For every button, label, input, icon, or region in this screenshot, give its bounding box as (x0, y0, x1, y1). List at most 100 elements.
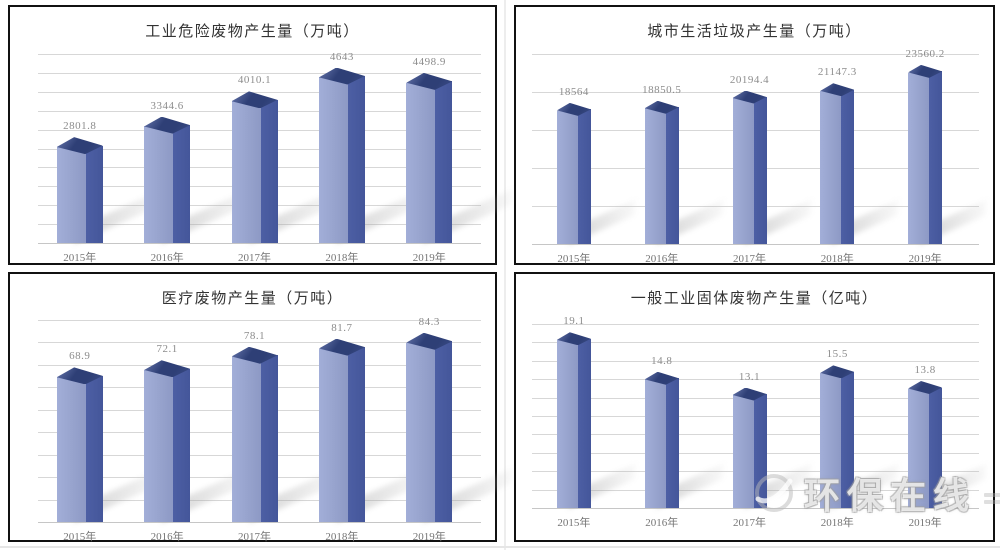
value-label: 14.8 (651, 354, 673, 367)
gridline (38, 342, 481, 344)
x-axis-line (38, 522, 481, 523)
value-label: 4010.1 (237, 74, 272, 87)
value-label: 4498.9 (412, 55, 446, 68)
bar-front-face (732, 98, 754, 244)
bar-front-face (556, 110, 578, 244)
bar-front-face (908, 388, 930, 508)
chart-panel-industrial-hazardous-waste: 工业危险废物产生量（万吨） 2801.8 2015年 3344.6 2016年 4010… (8, 5, 513, 265)
gridline (532, 92, 979, 93)
bar-side-face (435, 341, 453, 522)
chart-panel-municipal-solid-waste: 城市生活垃圾产生量（万吨） 18564 2015年 18850.5 2016年 2019… (514, 5, 995, 265)
bar-side-face (173, 368, 191, 522)
chart-title: 一般工业固体废物产生量（亿吨） (630, 291, 879, 307)
x-axis-line (38, 243, 481, 244)
bar-side-face (665, 107, 679, 244)
bar-side-face (929, 387, 943, 508)
category-label: 2016年 (150, 531, 184, 543)
plot-area: 19.1 2015年 14.8 2016年 13.1 2017年 15.5 2018年 13.8… (516, 274, 993, 540)
category-label: 2015年 (63, 252, 97, 264)
bar-front-face (732, 395, 754, 508)
bar-side-face (841, 89, 855, 244)
bar-side-face (577, 338, 591, 508)
category-label: 2018年 (820, 253, 854, 265)
gridline (532, 324, 979, 325)
value-label: 18564 (558, 85, 589, 98)
bar-side-face (577, 109, 591, 244)
value-label: 23560.2 (905, 47, 945, 60)
category-label: 2017年 (238, 252, 271, 264)
bar-side-face (753, 97, 767, 244)
category-label: 2019年 (412, 252, 446, 264)
category-label: 2018年 (820, 517, 854, 529)
value-label: 19.1 (563, 315, 585, 328)
category-label: 2015年 (557, 253, 591, 265)
x-axis-line (532, 508, 979, 509)
bar-front-face (820, 90, 842, 244)
category-label: 2018年 (325, 252, 359, 264)
chart-title: 医疗废物产生量（万吨） (161, 291, 344, 307)
plot-area: 68.9 2015年 72.1 2016年 78.1 2017年 81.7 2018年 84.3… (10, 274, 513, 543)
bar-front-face (56, 377, 86, 522)
gridline (532, 342, 979, 344)
category-label: 2017年 (733, 253, 766, 265)
value-label: 2801.8 (63, 120, 97, 133)
x-axis-line (532, 244, 979, 245)
bar-side-face (841, 371, 855, 508)
bar-front-face (318, 77, 348, 243)
value-label: 20194.4 (729, 73, 770, 86)
bar-side-face (665, 378, 679, 508)
value-label: 18850.5 (642, 83, 682, 96)
bar-front-face (144, 126, 174, 243)
bar-front-face (56, 147, 86, 243)
bar-front-face (144, 370, 174, 522)
plot-area: 2801.8 2015年 3344.6 2016年 4010.1 2017年 4643 201… (10, 7, 513, 264)
bar-side-face (347, 347, 365, 522)
bar-side-face (260, 355, 278, 522)
value-label: 84.3 (418, 315, 440, 328)
chart-title: 工业危险废物产生量（万吨） (145, 24, 360, 40)
bar-side-face (173, 125, 191, 243)
plot-area: 18564 2015年 18850.5 2016年 20194.4 2017年 21147.… (516, 7, 993, 265)
category-label: 2018年 (325, 531, 359, 543)
bar-side-face (347, 76, 365, 243)
gridline (38, 72, 481, 74)
gridline (38, 91, 481, 93)
bar-side-face (85, 375, 103, 522)
bar-front-face (231, 101, 261, 243)
value-label: 4643 (329, 50, 354, 63)
category-label: 2019年 (412, 531, 446, 543)
gridline (532, 379, 979, 381)
value-label: 15.5 (826, 348, 848, 361)
category-label: 2016年 (645, 517, 679, 529)
bar-side-face (435, 81, 453, 243)
bar-front-face (820, 372, 842, 508)
gridline (38, 320, 481, 321)
chart-panel-general-industrial-solid-waste: 一般工业固体废物产生量（亿吨） 19.1 2015年 14.8 2016年 13.1 20… (514, 272, 995, 542)
chart-title: 城市生活垃圾产生量（万吨） (647, 24, 862, 40)
category-label: 2016年 (150, 252, 184, 264)
bar-front-face (406, 342, 436, 522)
value-label: 13.8 (914, 364, 936, 376)
chart-panel-medical-waste: 医疗废物产生量（万吨） 68.9 2015年 72.1 2016年 78.1 2017年 8… (8, 272, 513, 543)
category-label: 2017年 (733, 517, 766, 529)
gridline (532, 54, 979, 55)
bar-front-face (644, 108, 666, 244)
bar-front-face (406, 82, 436, 243)
bar-front-face (318, 348, 348, 522)
bar-front-face (556, 339, 578, 508)
category-label: 2017年 (238, 531, 271, 543)
value-label: 72.1 (156, 343, 178, 356)
value-label: 21147.3 (817, 66, 857, 79)
category-label: 2015年 (557, 517, 591, 529)
bar-side-face (260, 99, 278, 243)
page-bottom-divider (0, 546, 1000, 548)
category-label: 2019年 (908, 253, 942, 265)
value-label: 78.1 (243, 329, 266, 342)
category-label: 2019年 (908, 517, 942, 529)
value-label: 68.9 (69, 350, 91, 363)
bar-front-face (231, 356, 261, 522)
bar-side-face (753, 394, 767, 508)
value-label: 13.1 (738, 370, 761, 383)
bar-front-face (908, 72, 930, 244)
